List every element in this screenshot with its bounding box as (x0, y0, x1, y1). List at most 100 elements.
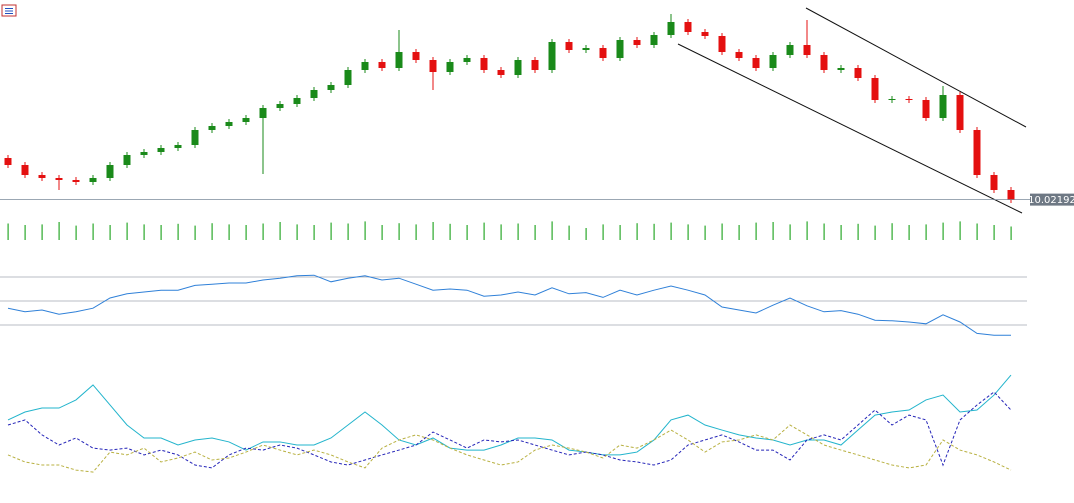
channel-upper (805, 7, 1027, 128)
candle-body (854, 68, 862, 78)
candle-body (667, 22, 675, 35)
volume-bar (160, 225, 162, 240)
indicator-line (7, 374, 1012, 456)
candle-body (616, 40, 624, 58)
volume-bar (721, 223, 723, 240)
volume-bar (976, 223, 978, 240)
candle-body (820, 55, 828, 70)
volume-bar (177, 223, 179, 240)
candle-body (123, 155, 131, 165)
volume-bar (874, 225, 876, 240)
volume-bar (483, 222, 485, 240)
volume-bar (313, 225, 315, 240)
candle-body (106, 165, 114, 178)
candle-body (1007, 190, 1015, 200)
volume-bar (585, 228, 587, 240)
menu-icon[interactable] (1, 4, 17, 17)
candle-body (191, 130, 199, 145)
candle-body (72, 180, 80, 182)
volume-bar (75, 225, 77, 240)
volume-bar (704, 225, 706, 240)
candle-body (463, 58, 471, 62)
volume-bar (755, 222, 757, 240)
plot-layer: 10.02192 (0, 14, 1074, 473)
candle-body (497, 70, 505, 75)
candle-body (701, 32, 709, 36)
volume-bar (534, 225, 536, 240)
volume-bar (568, 225, 570, 240)
volume-bar (398, 223, 400, 240)
indicator-line (7, 391, 1012, 469)
volume-bar (840, 225, 842, 240)
volume-bar (891, 223, 893, 240)
candle-body (55, 178, 63, 180)
candle-body (565, 42, 573, 50)
volume-bar (466, 225, 468, 240)
volume-bar (432, 222, 434, 240)
volume-bar (381, 225, 383, 240)
candle-body (905, 99, 913, 100)
volume-bar (58, 222, 60, 240)
volume-bar (109, 225, 111, 240)
candle-body (922, 100, 930, 118)
candle-body (973, 130, 981, 175)
candle-body (293, 98, 301, 104)
volume-bar (925, 224, 927, 240)
candle-body (225, 122, 233, 126)
candle-body (548, 42, 556, 70)
candle-body (208, 126, 216, 130)
candle-body (480, 58, 488, 70)
volume-bar (347, 223, 349, 240)
volume-bar (211, 223, 213, 240)
candle-body (4, 158, 12, 165)
candle-body (650, 35, 658, 45)
candle-body (531, 60, 539, 70)
candle-body (633, 40, 641, 45)
candle-body (735, 52, 743, 58)
indicator-line (7, 274, 1011, 336)
candle-body (276, 104, 284, 108)
volume-bar (330, 222, 332, 240)
volume-bar (670, 222, 672, 240)
price-tag-bg (1030, 193, 1074, 206)
candle-body (310, 90, 318, 98)
volume-bar (279, 222, 281, 240)
candle-body (395, 52, 403, 68)
volume-bar (92, 223, 94, 240)
volume-bar (942, 222, 944, 240)
volume-bar (449, 223, 451, 240)
candle-body (89, 178, 97, 182)
channel-lower (677, 43, 1023, 214)
candle-body (752, 58, 760, 68)
volume-bar (41, 224, 43, 240)
volume-bar (653, 223, 655, 240)
candle-body (259, 108, 267, 118)
volume-bar (959, 221, 961, 240)
volume-bar (194, 225, 196, 240)
candle-body (837, 68, 845, 70)
volume-bar (143, 224, 145, 240)
volume-bar (823, 223, 825, 240)
volume-bar (551, 221, 553, 240)
volume-bar (364, 221, 366, 240)
volume-bar (857, 223, 859, 240)
candle-body (803, 45, 811, 55)
candle-body (446, 62, 454, 72)
volume-bar (687, 224, 689, 240)
volume-bar (636, 223, 638, 240)
candle-body (956, 95, 964, 130)
volume-bar (126, 222, 128, 240)
candle-body (38, 175, 46, 178)
volume-bar (245, 225, 247, 240)
candle-body (174, 145, 182, 148)
volume-bar (415, 224, 417, 240)
candle-body (888, 99, 896, 100)
volume-bar (1010, 226, 1012, 240)
volume-bar (806, 221, 808, 240)
candle-body (140, 152, 148, 155)
candle-body (871, 78, 879, 100)
volume-bar (228, 224, 230, 240)
candle-body (327, 85, 335, 90)
